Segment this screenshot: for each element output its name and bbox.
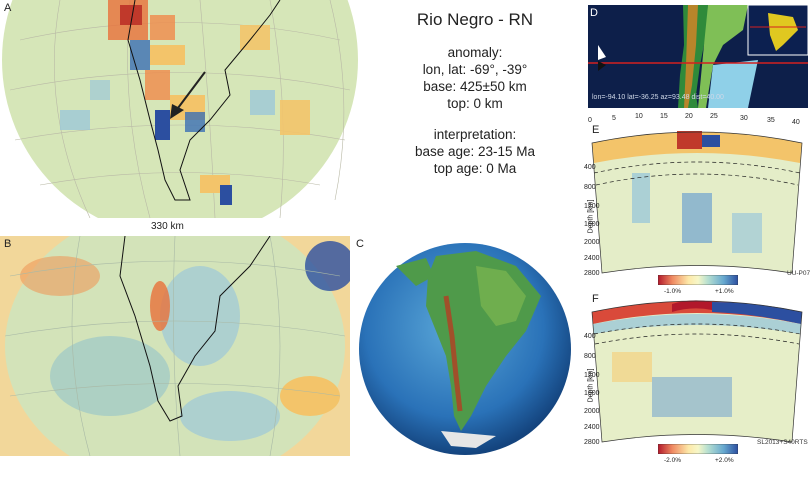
depth-tick-f-6: 2400 (584, 424, 600, 431)
depth-tick-e-7: 2800 (584, 270, 600, 277)
depth-tick-e-6: 2400 (584, 255, 600, 262)
info-block: Rio Negro - RN anomaly: lon, lat: -69°, … (380, 10, 570, 177)
section-f: 400 800 1200 1600 2000 2400 2800 Depth [… (582, 282, 811, 472)
depth-tick-e-1: 400 (584, 164, 596, 171)
x-tick-e-6: 30 (740, 115, 748, 122)
depth-axis-label-e: Depth [km] (587, 199, 595, 234)
depth-tick-e-5: 2000 (584, 239, 600, 246)
interpretation-heading: interpretation: (433, 127, 517, 142)
interpretation-top-age: top age: 0 Ma (433, 161, 517, 176)
depth-tick-e-4: 1600 (584, 221, 600, 228)
depth-tick-f-2: 800 (584, 353, 596, 360)
x-tick-e-7: 35 (767, 117, 775, 124)
depth-tick-f-4: 1600 (584, 390, 600, 397)
depth-label: 330 km (151, 221, 184, 232)
anomaly-base: base: 425±50 km (423, 79, 527, 94)
x-tick-e-4: 20 (685, 113, 693, 120)
anomaly-heading: anomaly: (447, 45, 503, 60)
panel-label-a: A (4, 2, 12, 14)
panel-label-d: D (590, 7, 598, 19)
x-tick-e-3: 15 (660, 113, 668, 120)
model-name-e: UU-P07 (787, 270, 811, 277)
panel-label-f: F (592, 293, 599, 305)
depth-tick-e-2: 800 (584, 184, 596, 191)
section-e: 0 5 10 15 20 25 30 35 40 400 800 1200 16… (582, 113, 811, 303)
depth-tick-f-7: 2800 (584, 439, 600, 446)
cbar-min-f: -2.0% (664, 457, 681, 464)
map-panel-b: B (0, 236, 350, 456)
colorbar-f (658, 444, 738, 454)
map-panel-a: A (0, 0, 365, 218)
x-tick-e-0: 0 (588, 117, 592, 124)
panel-label-b: B (4, 238, 12, 250)
x-tick-e-5: 25 (710, 113, 718, 120)
vote-map-b (0, 236, 350, 456)
panel-label-e: E (592, 124, 600, 136)
x-tick-e-1: 5 (612, 115, 616, 122)
x-tick-e-2: 10 (635, 113, 643, 120)
page-title: Rio Negro - RN (416, 10, 534, 29)
depth-axis-label-f: Depth [km] (587, 368, 595, 403)
depth-tick-f-5: 2000 (584, 408, 600, 415)
model-name-f: SL2013+S40RTS (757, 439, 808, 446)
location-map-d-graphic (588, 5, 808, 108)
section-e-graphic (591, 131, 803, 274)
anomaly-lonlat: lon, lat: -69°, -39° (422, 62, 528, 77)
section-f-graphic (591, 300, 803, 443)
depth-tick-e-3: 1200 (584, 203, 600, 210)
cbar-min-e: -1.0% (664, 288, 681, 295)
globe-c (359, 243, 571, 455)
globe-panel-c: C (356, 236, 580, 456)
interpretation-base-age: base age: 23-15 Ma (414, 144, 536, 159)
cbar-max-e: +1.0% (715, 288, 734, 295)
x-tick-e-8: 40 (792, 119, 800, 126)
depth-tick-f-3: 1200 (584, 372, 600, 379)
location-map-d: lon=-94.10 lat=-36.25 az=93.48 dist=40.0… (588, 5, 808, 108)
colorbar-e (658, 275, 738, 285)
tomography-map-a (2, 0, 358, 218)
section-readout: lon=-94.10 lat=-36.25 az=93.48 dist=40.0… (592, 94, 724, 101)
cbar-max-f: +2.0% (715, 457, 734, 464)
panel-label-c: C (356, 238, 364, 250)
anomaly-top: top: 0 km (447, 96, 503, 111)
depth-tick-f-1: 400 (584, 333, 596, 340)
